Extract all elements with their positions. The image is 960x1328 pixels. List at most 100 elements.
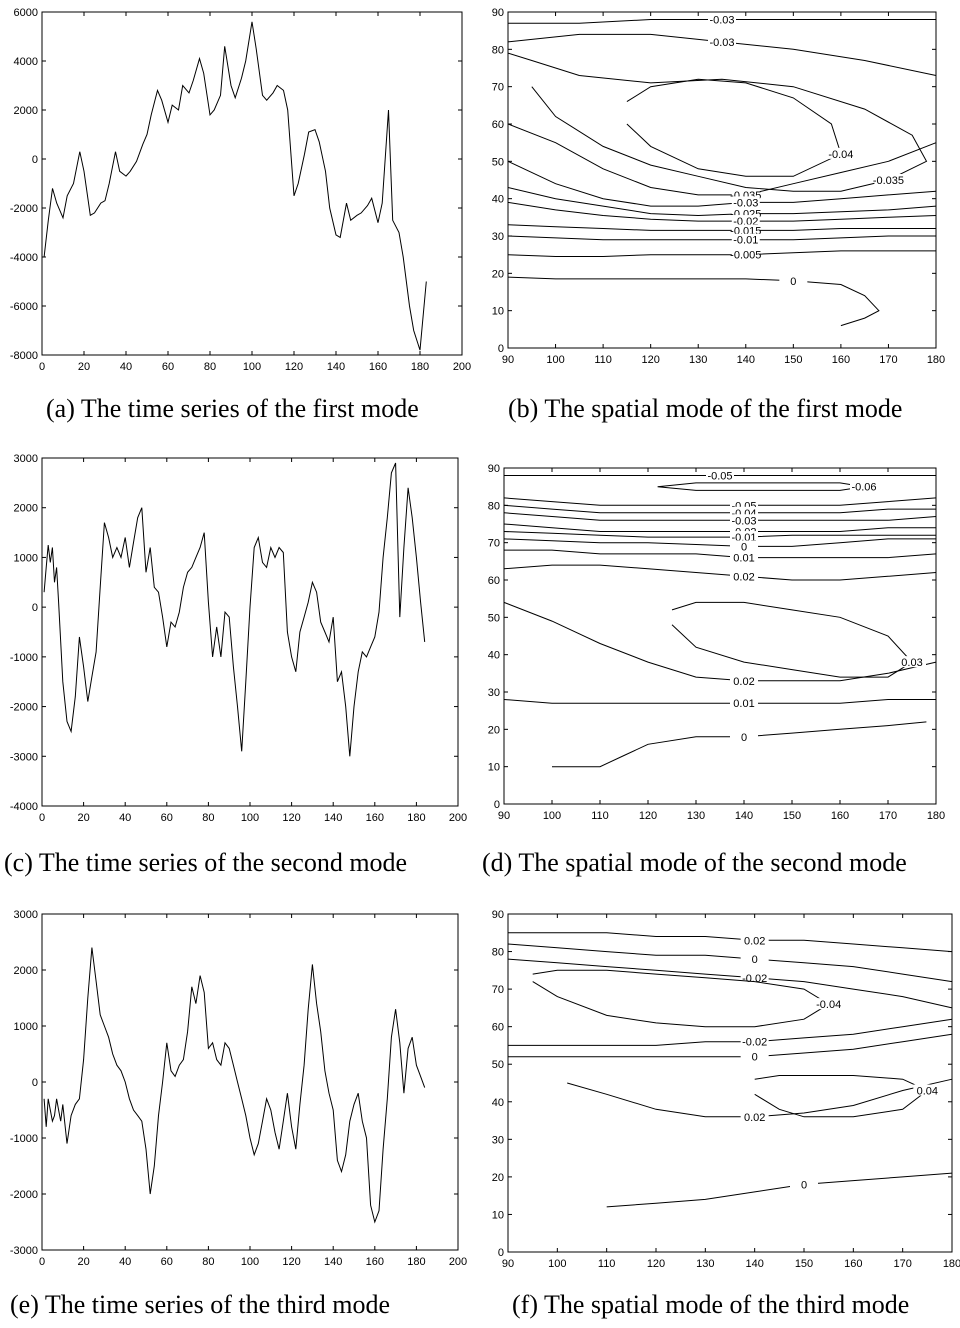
x-tick-label: 0	[39, 812, 45, 824]
contour-label: -0.01	[733, 235, 758, 247]
y-tick-label: 1000	[14, 552, 38, 564]
contour-label: 0	[752, 954, 758, 966]
contour-line	[507, 224, 936, 231]
y-tick-label: 80	[488, 500, 500, 512]
x-tick-label: 110	[594, 354, 612, 366]
contour-label: -0.06	[851, 482, 876, 494]
x-tick-label: 160	[831, 810, 849, 822]
x-tick-label: 80	[202, 1256, 214, 1268]
x-tick-label: 90	[502, 354, 514, 366]
y-tick-label: 2000	[14, 965, 38, 977]
contour-line	[504, 549, 937, 559]
y-tick-label: 70	[492, 82, 504, 94]
y-tick-label: 40	[492, 1097, 504, 1109]
x-tick-label: 140	[324, 1256, 342, 1268]
y-tick-label: 60	[488, 575, 500, 587]
contour-label-bg	[731, 188, 760, 200]
x-tick-label: 140	[327, 361, 345, 373]
contour-label: 0.01	[733, 553, 754, 565]
contour-line	[657, 482, 865, 491]
contour-label: -0.03	[733, 197, 758, 209]
contour-line	[508, 1033, 953, 1058]
contour-label: -0.03	[709, 14, 734, 26]
contour-label: -0.035	[873, 175, 904, 187]
plot-frame-c	[41, 457, 459, 807]
contour-label-bg	[731, 207, 760, 219]
contour-line	[503, 531, 936, 538]
plot-frame-f	[507, 913, 953, 1253]
x-tick-label: 200	[449, 812, 467, 824]
y-tick-label: 1000	[14, 1021, 38, 1033]
contour-label-bg	[730, 514, 758, 526]
contour-line	[508, 932, 953, 953]
x-tick-label: 110	[591, 810, 609, 822]
chart-panel-b: 90 100 110 120 130 140 150 160 170 180 0 10 20 30 40 50…	[480, 0, 960, 380]
y-tick-label: 50	[488, 612, 500, 624]
x-tick-label: 180	[943, 1258, 960, 1270]
contour-line	[507, 250, 936, 257]
x-tick-label: 90	[498, 810, 510, 822]
contour-label: 0	[790, 276, 796, 288]
series-line-a	[43, 21, 427, 351]
caption-a: (a) The time series of the first mode	[46, 394, 419, 423]
chart-f-svg: 90 100 110 120 130 140 150 160 170 180 0 10 20 30 40 50…	[492, 909, 960, 1270]
y-tick-label: 20	[492, 1172, 504, 1184]
contour-line	[503, 564, 937, 581]
y-tick-label: 50	[492, 156, 504, 168]
plot-frame-a	[41, 11, 463, 356]
x-tick-label: 40	[120, 361, 132, 373]
contour-line	[507, 276, 880, 327]
y-tick-label: 70	[492, 984, 504, 996]
contour-line	[503, 699, 936, 704]
x-tick-label: 180	[411, 361, 429, 373]
y-tick-label: 60	[492, 1022, 504, 1034]
chart-panel-e: 0 20 40 60 80 100 120 140 160 180 200 -3000 -2000 -10…	[0, 900, 470, 1280]
chart-b-svg: 90 100 110 120 130 140 150 160 170 180 0 10 20 30 40 50…	[492, 7, 945, 366]
contour-label: -0.03	[731, 515, 756, 527]
x-tick-label: 100	[243, 361, 261, 373]
contour-line	[503, 504, 936, 514]
contour-label: 0.02	[744, 935, 765, 947]
x-tick-label: 100	[546, 354, 564, 366]
y-tick-label: 2000	[14, 105, 38, 117]
x-tick-label: 80	[204, 361, 216, 373]
contour-label-bg	[731, 248, 760, 260]
y-tick-label: 40	[488, 650, 500, 662]
contour-label-bg	[706, 469, 734, 481]
contour-line	[503, 538, 936, 547]
x-tick-label: 120	[639, 810, 657, 822]
contour-line	[507, 160, 937, 207]
x-tick-label: 60	[161, 1256, 173, 1268]
y-tick-label: -1000	[10, 1133, 38, 1145]
contour-line	[507, 52, 928, 192]
contour-label-bg	[740, 953, 769, 965]
x-tick-label: 140	[324, 812, 342, 824]
x-tick-label: 150	[795, 1258, 813, 1270]
contour-label: 0	[741, 732, 747, 744]
plot-frame-d	[503, 467, 937, 805]
chart-a-svg: 0 20 40 60 80 100 120 140 160 180 200 -8000 -6000 -40…	[10, 7, 471, 373]
plot-frame-b	[507, 11, 937, 349]
x-tick-label: 20	[78, 361, 90, 373]
contour-label: -0.03	[709, 37, 734, 49]
x-tick-label: 170	[879, 810, 897, 822]
chart-c-svg: 0 20 40 60 80 100 120 140 160 180 200 -4000 -3000 -20…	[10, 453, 467, 824]
x-tick-label: 200	[449, 1256, 467, 1268]
contour-label-bg	[708, 13, 736, 25]
y-tick-label: 30	[492, 231, 504, 243]
contour-label-bg	[913, 1084, 942, 1096]
contour-label: 0.01	[733, 698, 754, 710]
contour-label: 0.02	[733, 571, 754, 583]
x-tick-label: 170	[879, 354, 897, 366]
y-tick-label: 0	[498, 1247, 504, 1259]
contour-label-bg	[731, 224, 760, 236]
x-tick-label: 130	[687, 810, 705, 822]
caption-e: (e) The time series of the third mode	[10, 1290, 391, 1319]
contour-label: 0.04	[917, 1086, 938, 1098]
x-tick-label: 90	[502, 1258, 514, 1270]
contour-label-bg	[730, 531, 758, 543]
x-tick-label: 160	[832, 354, 850, 366]
x-tick-label: 130	[696, 1258, 714, 1270]
contour-label: -0.05	[707, 470, 732, 482]
y-tick-label: 4000	[14, 56, 38, 68]
